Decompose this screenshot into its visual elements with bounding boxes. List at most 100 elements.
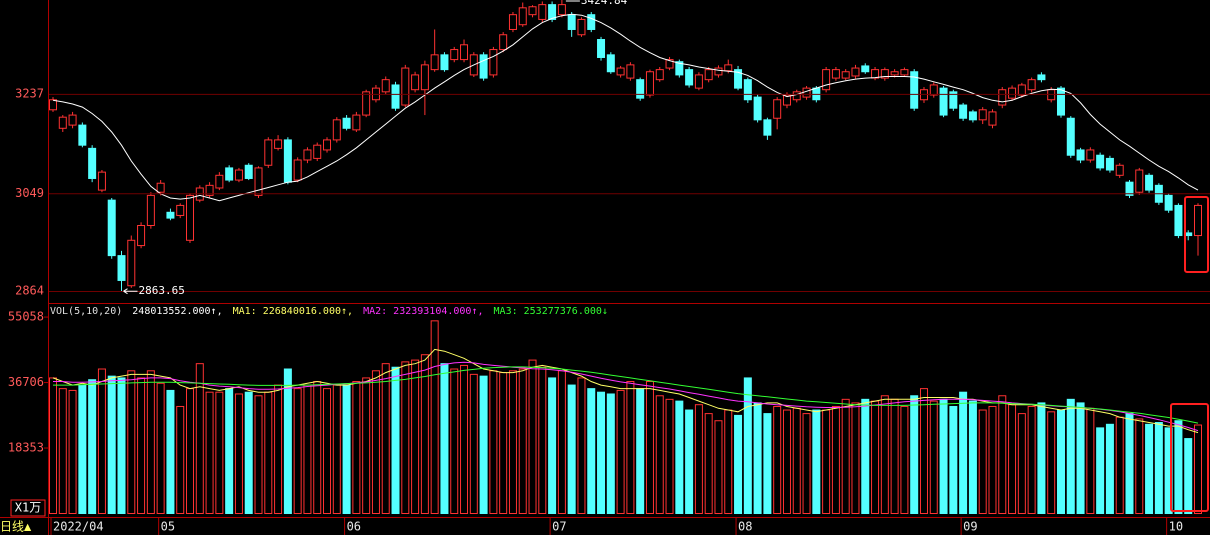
candle-body — [1027, 79, 1036, 91]
volume-bar — [577, 377, 586, 515]
candle-body — [362, 91, 371, 116]
volume-bar — [831, 405, 840, 514]
candle-body — [939, 87, 948, 116]
candle-body — [724, 64, 733, 72]
candle-body — [68, 114, 77, 126]
volume-bar — [988, 405, 997, 514]
candle-body — [479, 54, 488, 79]
volume-bar — [910, 395, 919, 514]
candle-body — [1174, 204, 1183, 237]
candle-body — [949, 91, 958, 109]
y-tick-label: 55058 — [8, 310, 44, 324]
candle-body — [303, 149, 312, 161]
x-tick-label: 10 — [1169, 520, 1183, 534]
volume-bar — [1008, 404, 1017, 515]
volume-bar — [1017, 413, 1026, 514]
candle-body — [1086, 149, 1095, 161]
volume-bar — [655, 395, 664, 514]
volume-bar — [743, 377, 752, 515]
volume-bar — [420, 354, 429, 514]
candle-body — [78, 124, 87, 146]
volume-bar — [391, 366, 400, 515]
candle-body — [440, 54, 449, 71]
candle-body — [156, 182, 165, 193]
candle-body — [49, 99, 57, 111]
unit-label: X1万 — [15, 501, 41, 515]
volume-bar — [763, 413, 772, 514]
volume-bar — [528, 359, 537, 514]
candle-body — [137, 225, 146, 247]
volume-bar — [978, 409, 987, 515]
highlight-box — [1184, 196, 1209, 273]
candle-body — [851, 67, 860, 77]
candle-body — [107, 199, 116, 257]
candle-body — [234, 169, 243, 181]
volume-bar — [959, 391, 968, 514]
volume-bar — [411, 359, 420, 514]
volume-bar — [371, 370, 380, 514]
candle-body — [430, 54, 439, 71]
candle-body — [929, 84, 938, 96]
volume-bar — [430, 320, 439, 514]
candle-body — [616, 67, 625, 76]
volume-bar — [518, 368, 527, 514]
volume-bar — [880, 395, 889, 514]
volume-bar — [645, 380, 654, 514]
candle-body — [861, 65, 870, 73]
volume-bar — [1105, 423, 1114, 514]
candle-body — [1037, 74, 1046, 81]
candle-body — [636, 79, 645, 99]
volume-bar — [156, 382, 165, 515]
volume-ma-line — [53, 366, 1199, 424]
highlight-box — [1170, 403, 1209, 512]
candle-body — [606, 54, 615, 73]
volume-bar — [1027, 405, 1036, 514]
volume-bar — [538, 366, 547, 515]
volume-bar — [1096, 427, 1105, 514]
candle-body — [1115, 164, 1124, 176]
volume-bar — [587, 388, 596, 515]
candle-body — [1135, 169, 1144, 193]
candle-body — [734, 69, 743, 89]
volume-bar — [929, 400, 938, 514]
candle-body — [391, 84, 400, 109]
candle-body — [313, 144, 322, 159]
volume-bar — [225, 388, 234, 515]
candle-body — [782, 94, 791, 106]
candle-body — [88, 147, 97, 179]
volume-bar — [234, 393, 243, 515]
volume-bar — [205, 391, 214, 514]
candle-body — [283, 139, 292, 183]
volume-bar — [127, 370, 136, 514]
x-tick-label: 08 — [738, 520, 752, 534]
volume-bar — [694, 404, 703, 515]
candle-body — [323, 139, 332, 151]
candle-body — [645, 71, 654, 96]
volume-bar — [303, 384, 312, 514]
candle-body — [450, 49, 459, 61]
volume-bar — [724, 409, 733, 515]
candle-body — [215, 174, 224, 189]
candle-body — [420, 64, 429, 91]
candle-body — [401, 67, 410, 106]
candle-body — [773, 99, 782, 119]
volume-bar — [176, 405, 185, 514]
volume-bar — [773, 405, 782, 514]
volume-bar — [215, 391, 224, 514]
y-tick-label: 18353 — [8, 441, 44, 455]
y-tick-label: 3049 — [15, 186, 44, 200]
volume-bar — [1115, 416, 1124, 514]
volume-bar — [166, 389, 175, 514]
candle-body — [1076, 149, 1085, 161]
annotation-arrow — [123, 288, 138, 295]
volume-bar — [49, 377, 57, 515]
candle-body — [577, 18, 586, 36]
candle-body — [254, 167, 263, 196]
volume-bar — [146, 370, 155, 514]
volume-bar — [107, 375, 116, 514]
volume-bar — [479, 375, 488, 514]
price-panel — [49, 0, 1202, 292]
candle-body — [381, 79, 390, 93]
volume-bar — [313, 380, 322, 514]
x-tick-label: 05 — [161, 520, 175, 534]
